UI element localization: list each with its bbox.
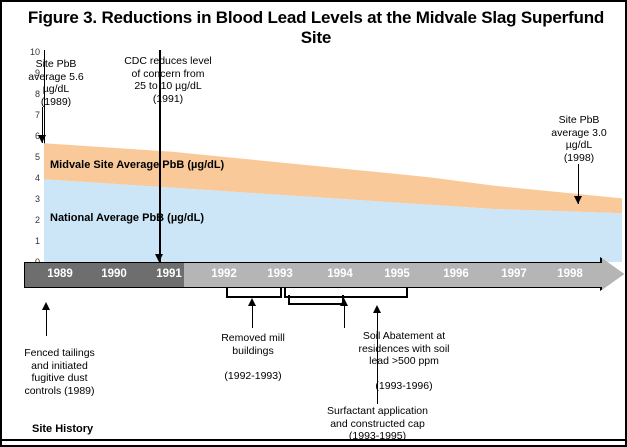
chart-plot-area: 10 9 8 7 6 5 4 3 2 1 0 Midvale Site Aver… <box>24 47 622 267</box>
timeline-year-1996[interactable]: 1996 <box>443 268 469 280</box>
timeline-year-1991[interactable]: 1991 <box>156 268 182 280</box>
annotation-surfactant-arrowhead <box>373 305 381 313</box>
annotation-site-1998-arrowhead <box>574 196 582 204</box>
annotation-site-1998: Site PbB average 3.0 µg/dL (1998) <box>551 114 607 164</box>
national-band-label: National Average PbB (µg/dL) <box>50 212 205 224</box>
site-history-label: Site History <box>32 423 94 435</box>
cdc-reference-line <box>159 50 161 262</box>
timeline-year-1990[interactable]: 1990 <box>101 268 127 280</box>
timeline-year-1989[interactable]: 1989 <box>47 268 73 280</box>
footer-divider <box>2 439 625 441</box>
y-tick-2: 2 <box>34 215 40 225</box>
y-tick-7: 7 <box>34 110 40 120</box>
annotation-removed-mill: Removed mill buildings (1992-1993) <box>221 332 285 382</box>
annotation-surfactant-arrow-shaft <box>377 312 378 404</box>
midvale-site-band <box>44 143 622 214</box>
timeline-year-1997[interactable]: 1997 <box>501 268 527 280</box>
y-tick-4: 4 <box>34 173 40 183</box>
y-tick-10: 10 <box>29 47 40 57</box>
annotation-fenced-tailings-arrowhead <box>42 302 50 310</box>
page-title: Figure 3. Reductions in Blood Lead Level… <box>27 8 605 47</box>
annotation-site-1989: Site PbB average 5.6 µg/dL (1989) <box>28 58 84 108</box>
timeline-year-1993[interactable]: 1993 <box>267 268 293 280</box>
annotation-soil-abatement-arrow-shaft <box>344 305 345 328</box>
bracket-surfactant <box>288 295 344 305</box>
y-tick-6: 6 <box>34 131 40 141</box>
y-tick-8: 8 <box>34 89 40 99</box>
timeline-bar[interactable]: 1989 1990 1991 1992 1993 1994 1995 1996 … <box>24 257 624 291</box>
national-average-band <box>44 179 622 262</box>
annotation-fenced-tailings: Fenced tailings and initiated fugitive d… <box>24 347 95 397</box>
y-tick-5: 5 <box>34 152 40 162</box>
annotation-fenced-tailings-arrow-shaft <box>46 309 47 336</box>
annotation-site-1989-arrowhead <box>38 135 46 143</box>
annotation-site-1989-arrow-shaft <box>42 107 43 143</box>
timeline-arrow-head-icon <box>602 258 624 290</box>
annotation-site-1998-arrow-shaft <box>578 164 579 204</box>
annotation-removed-mill-arrow-shaft <box>252 305 253 328</box>
timeline-segment-light <box>184 262 602 288</box>
y-tick-1: 1 <box>34 236 40 246</box>
timeline-year-1995[interactable]: 1995 <box>384 268 410 280</box>
y-tick-9: 9 <box>34 68 40 78</box>
timeline-year-1992[interactable]: 1992 <box>211 268 237 280</box>
timeline-segment-dark <box>24 262 185 288</box>
cdc-reference-arrowhead <box>155 254 163 262</box>
midvale-band-label: Midvale Site Average PbB (µg/dL) <box>50 159 225 171</box>
annotation-cdc: CDC reduces level of concern from 25 to … <box>124 55 212 105</box>
timeline-year-1994[interactable]: 1994 <box>327 268 353 280</box>
annotation-removed-mill-arrowhead <box>248 298 256 306</box>
annotation-soil-abatement-arrowhead <box>340 298 348 306</box>
bracket-soil-abatement <box>284 288 408 298</box>
y-tick-3: 3 <box>34 194 40 204</box>
annotation-soil-abatement: Soil Abatement at residences with soil l… <box>358 330 450 392</box>
timeline-year-1998[interactable]: 1998 <box>557 268 583 280</box>
area-bands <box>44 143 622 262</box>
annotation-surfactant: Surfactant application and constructed c… <box>327 405 428 442</box>
bracket-removed-mill <box>226 288 282 298</box>
